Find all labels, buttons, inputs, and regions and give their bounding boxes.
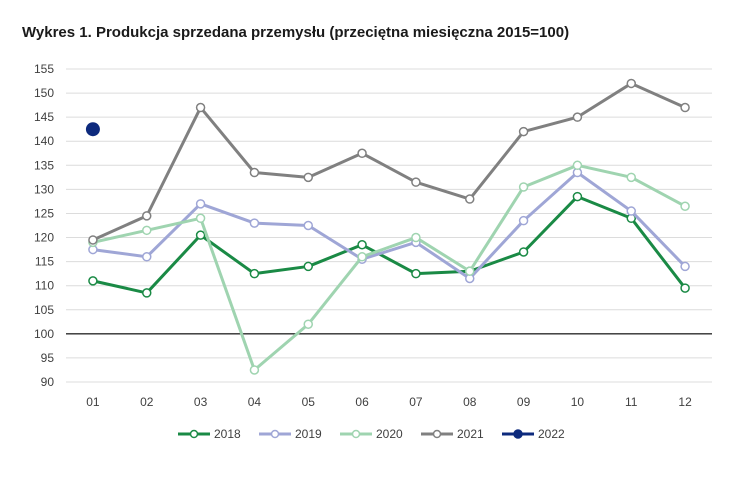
data-point-2021: [518, 126, 529, 137]
legend-item-2021: 2021: [421, 427, 484, 441]
data-point-2019: [142, 252, 152, 262]
data-point-2021: [572, 112, 583, 122]
data-point-2020: [357, 252, 367, 262]
y-tick-label: 155: [34, 62, 54, 76]
x-tick-label: 09: [517, 395, 531, 409]
data-point-2019: [303, 220, 313, 231]
data-point-2020: [572, 160, 583, 171]
data-point-2020: [142, 225, 152, 236]
data-point-2018: [303, 261, 313, 272]
data-point-2019: [626, 206, 636, 216]
data-point-2021: [303, 172, 313, 183]
y-tick-label: 120: [34, 231, 54, 245]
data-point-2020: [411, 232, 421, 243]
data-point-2021: [465, 194, 475, 204]
y-tick-label: 150: [34, 86, 54, 100]
data-point-2019: [680, 261, 690, 272]
data-point-2021: [680, 102, 690, 113]
legend-marker: [513, 429, 523, 439]
y-tick-label: 100: [34, 327, 54, 341]
y-tick-label: 90: [41, 375, 55, 389]
y-tick-label: 110: [35, 279, 54, 293]
data-point-2021: [357, 148, 367, 159]
x-tick-label: 01: [86, 395, 100, 409]
data-point-2020: [518, 182, 529, 192]
legend-marker: [351, 429, 361, 439]
legend-marker: [189, 429, 199, 439]
y-tick-label: 145: [34, 110, 54, 124]
data-point-2018: [411, 268, 421, 279]
x-tick-label: 06: [355, 395, 369, 409]
legend-item-2019: 2019: [259, 427, 322, 441]
series-line-2019: [92, 171, 687, 280]
data-point-2020: [195, 213, 206, 224]
data-point-2020: [465, 266, 475, 276]
legend-item-2022: 2022: [502, 427, 565, 441]
x-tick-label: 04: [248, 395, 262, 409]
series-line-2020: [92, 163, 686, 372]
legend-label: 2018: [214, 427, 241, 441]
data-point-2020: [680, 201, 690, 211]
data-point-2021: [249, 167, 260, 178]
legend-label: 2021: [457, 427, 484, 441]
data-point-2019: [195, 199, 206, 209]
y-tick-label: 115: [35, 255, 54, 269]
y-tick-label: 105: [34, 303, 54, 317]
data-point-2022: [85, 122, 100, 137]
data-point-2018: [518, 247, 529, 257]
legend-label: 2019: [295, 427, 322, 441]
data-point-2018: [88, 276, 98, 286]
chart-title: Wykres 1. Produkcja sprzedana przemysłu …: [22, 24, 570, 41]
data-point-2018: [680, 283, 690, 293]
y-tick-label: 135: [34, 158, 54, 172]
data-point-2018: [357, 240, 367, 250]
legend: 2018 2019 2020 2021 2022: [178, 427, 565, 441]
legend-marker: [270, 429, 280, 439]
data-point-2018: [249, 268, 260, 279]
y-axis: 90 95 100 105 110 115 120 125 130 135 140 145 150 155: [34, 62, 54, 389]
data-point-2021: [626, 78, 636, 89]
legend-label: 2020: [376, 427, 403, 441]
data-point-2020: [626, 172, 636, 183]
data-point-2021: [195, 102, 206, 113]
data-point-2019: [518, 215, 529, 226]
data-point-2019: [249, 218, 260, 228]
x-tick-label: 08: [463, 395, 477, 409]
data-point-2021: [142, 211, 152, 221]
data-point-2018: [195, 230, 206, 240]
x-tick-label: 10: [571, 395, 585, 409]
grid-lines: [66, 68, 712, 383]
x-tick-label: 02: [140, 395, 154, 409]
legend-item-2018: 2018: [178, 427, 241, 441]
x-tick-label: 07: [409, 395, 423, 409]
series-line-2018: [92, 195, 687, 295]
data-point-2021: [411, 177, 421, 187]
series-group: [85, 78, 690, 375]
data-point-2018: [142, 288, 152, 298]
x-axis: 01 02 03 04 05 06 07 08 09 10 11 12: [86, 395, 692, 409]
y-tick-label: 140: [34, 134, 54, 148]
data-point-2018: [572, 191, 583, 202]
y-tick-label: 125: [34, 206, 54, 220]
legend-marker: [432, 429, 442, 439]
series-line-2021: [92, 81, 686, 242]
data-point-2020: [249, 365, 260, 375]
x-tick-label: 12: [678, 395, 692, 409]
x-tick-label: 03: [194, 395, 208, 409]
data-point-2021: [88, 235, 98, 245]
y-tick-label: 130: [34, 182, 54, 196]
legend-item-2020: 2020: [340, 427, 403, 441]
legend-label: 2022: [538, 427, 565, 441]
x-tick-label: 11: [625, 395, 638, 409]
x-tick-label: 05: [302, 395, 316, 409]
data-point-2020: [303, 319, 313, 329]
y-tick-label: 95: [41, 351, 55, 365]
